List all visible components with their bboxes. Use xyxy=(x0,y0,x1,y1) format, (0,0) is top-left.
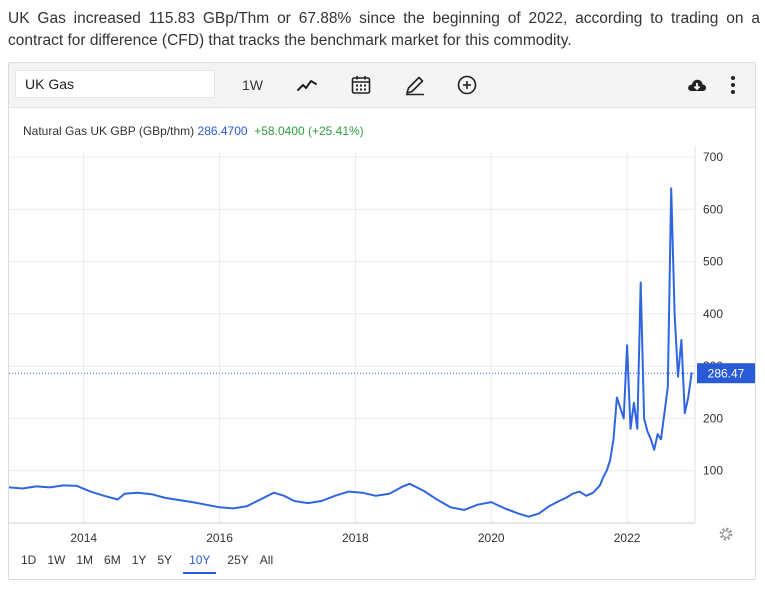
series-header: Natural Gas UK GBP (GBp/thm) 286.4700 +5… xyxy=(23,124,364,138)
intro-paragraph: UK Gas increased 115.83 GBp/Thm or 67.88… xyxy=(8,10,760,49)
y-tick-label: 100 xyxy=(703,464,723,478)
series-change: +58.0400 (+25.41%) xyxy=(254,124,364,138)
x-tick-label: 2014 xyxy=(70,531,97,545)
range-button-1y[interactable]: 1Y xyxy=(131,553,147,567)
y-tick-label: 600 xyxy=(703,202,723,216)
pencil-icon[interactable] xyxy=(403,73,427,97)
y-tick-label: 500 xyxy=(703,255,723,269)
y-tick-label: 700 xyxy=(703,150,723,164)
range-button-1m[interactable]: 1M xyxy=(76,553,94,567)
range-button-6m[interactable]: 6M xyxy=(104,553,121,567)
chart-widget: UK Gas 1W Na xyxy=(8,62,756,580)
range-button-1w[interactable]: 1W xyxy=(47,553,66,567)
x-tick-label: 2020 xyxy=(478,531,505,545)
y-tick-label: 200 xyxy=(703,411,723,425)
range-button-10y[interactable]: 10Y xyxy=(183,553,217,574)
interval-button[interactable]: 1W xyxy=(242,77,263,93)
x-tick-label: 2022 xyxy=(614,531,641,545)
symbol-search-input[interactable]: UK Gas xyxy=(15,70,215,98)
gear-icon[interactable] xyxy=(717,525,735,543)
line-chart-icon[interactable] xyxy=(295,73,319,97)
x-tick-label: 2018 xyxy=(342,531,369,545)
range-button-25y[interactable]: 25Y xyxy=(227,553,249,567)
series-price: 286.4700 xyxy=(197,124,248,138)
series-name: Natural Gas UK GBP (GBp/thm) xyxy=(23,124,195,138)
range-button-1d[interactable]: 1D xyxy=(21,553,37,567)
plus-circle-icon[interactable] xyxy=(455,73,479,97)
last-price-tag xyxy=(697,363,755,384)
calendar-icon[interactable] xyxy=(349,73,373,97)
range-button-5y[interactable]: 5Y xyxy=(157,553,173,567)
last-price-label: 286.47 xyxy=(708,367,745,381)
cloud-download-icon[interactable] xyxy=(685,73,709,97)
y-tick-label: 400 xyxy=(703,307,723,321)
more-vertical-icon[interactable] xyxy=(721,73,745,97)
range-selector: 1D 1W 1M 6M 1Y 5Y 10Y 25Y All xyxy=(21,551,284,575)
price-chart[interactable]: 1002003004005006007002014201620182020202… xyxy=(9,63,755,551)
series-line xyxy=(9,187,693,518)
range-button-all[interactable]: All xyxy=(259,553,274,567)
chart-toolbar: UK Gas 1W xyxy=(9,63,755,108)
x-tick-label: 2016 xyxy=(206,531,233,545)
